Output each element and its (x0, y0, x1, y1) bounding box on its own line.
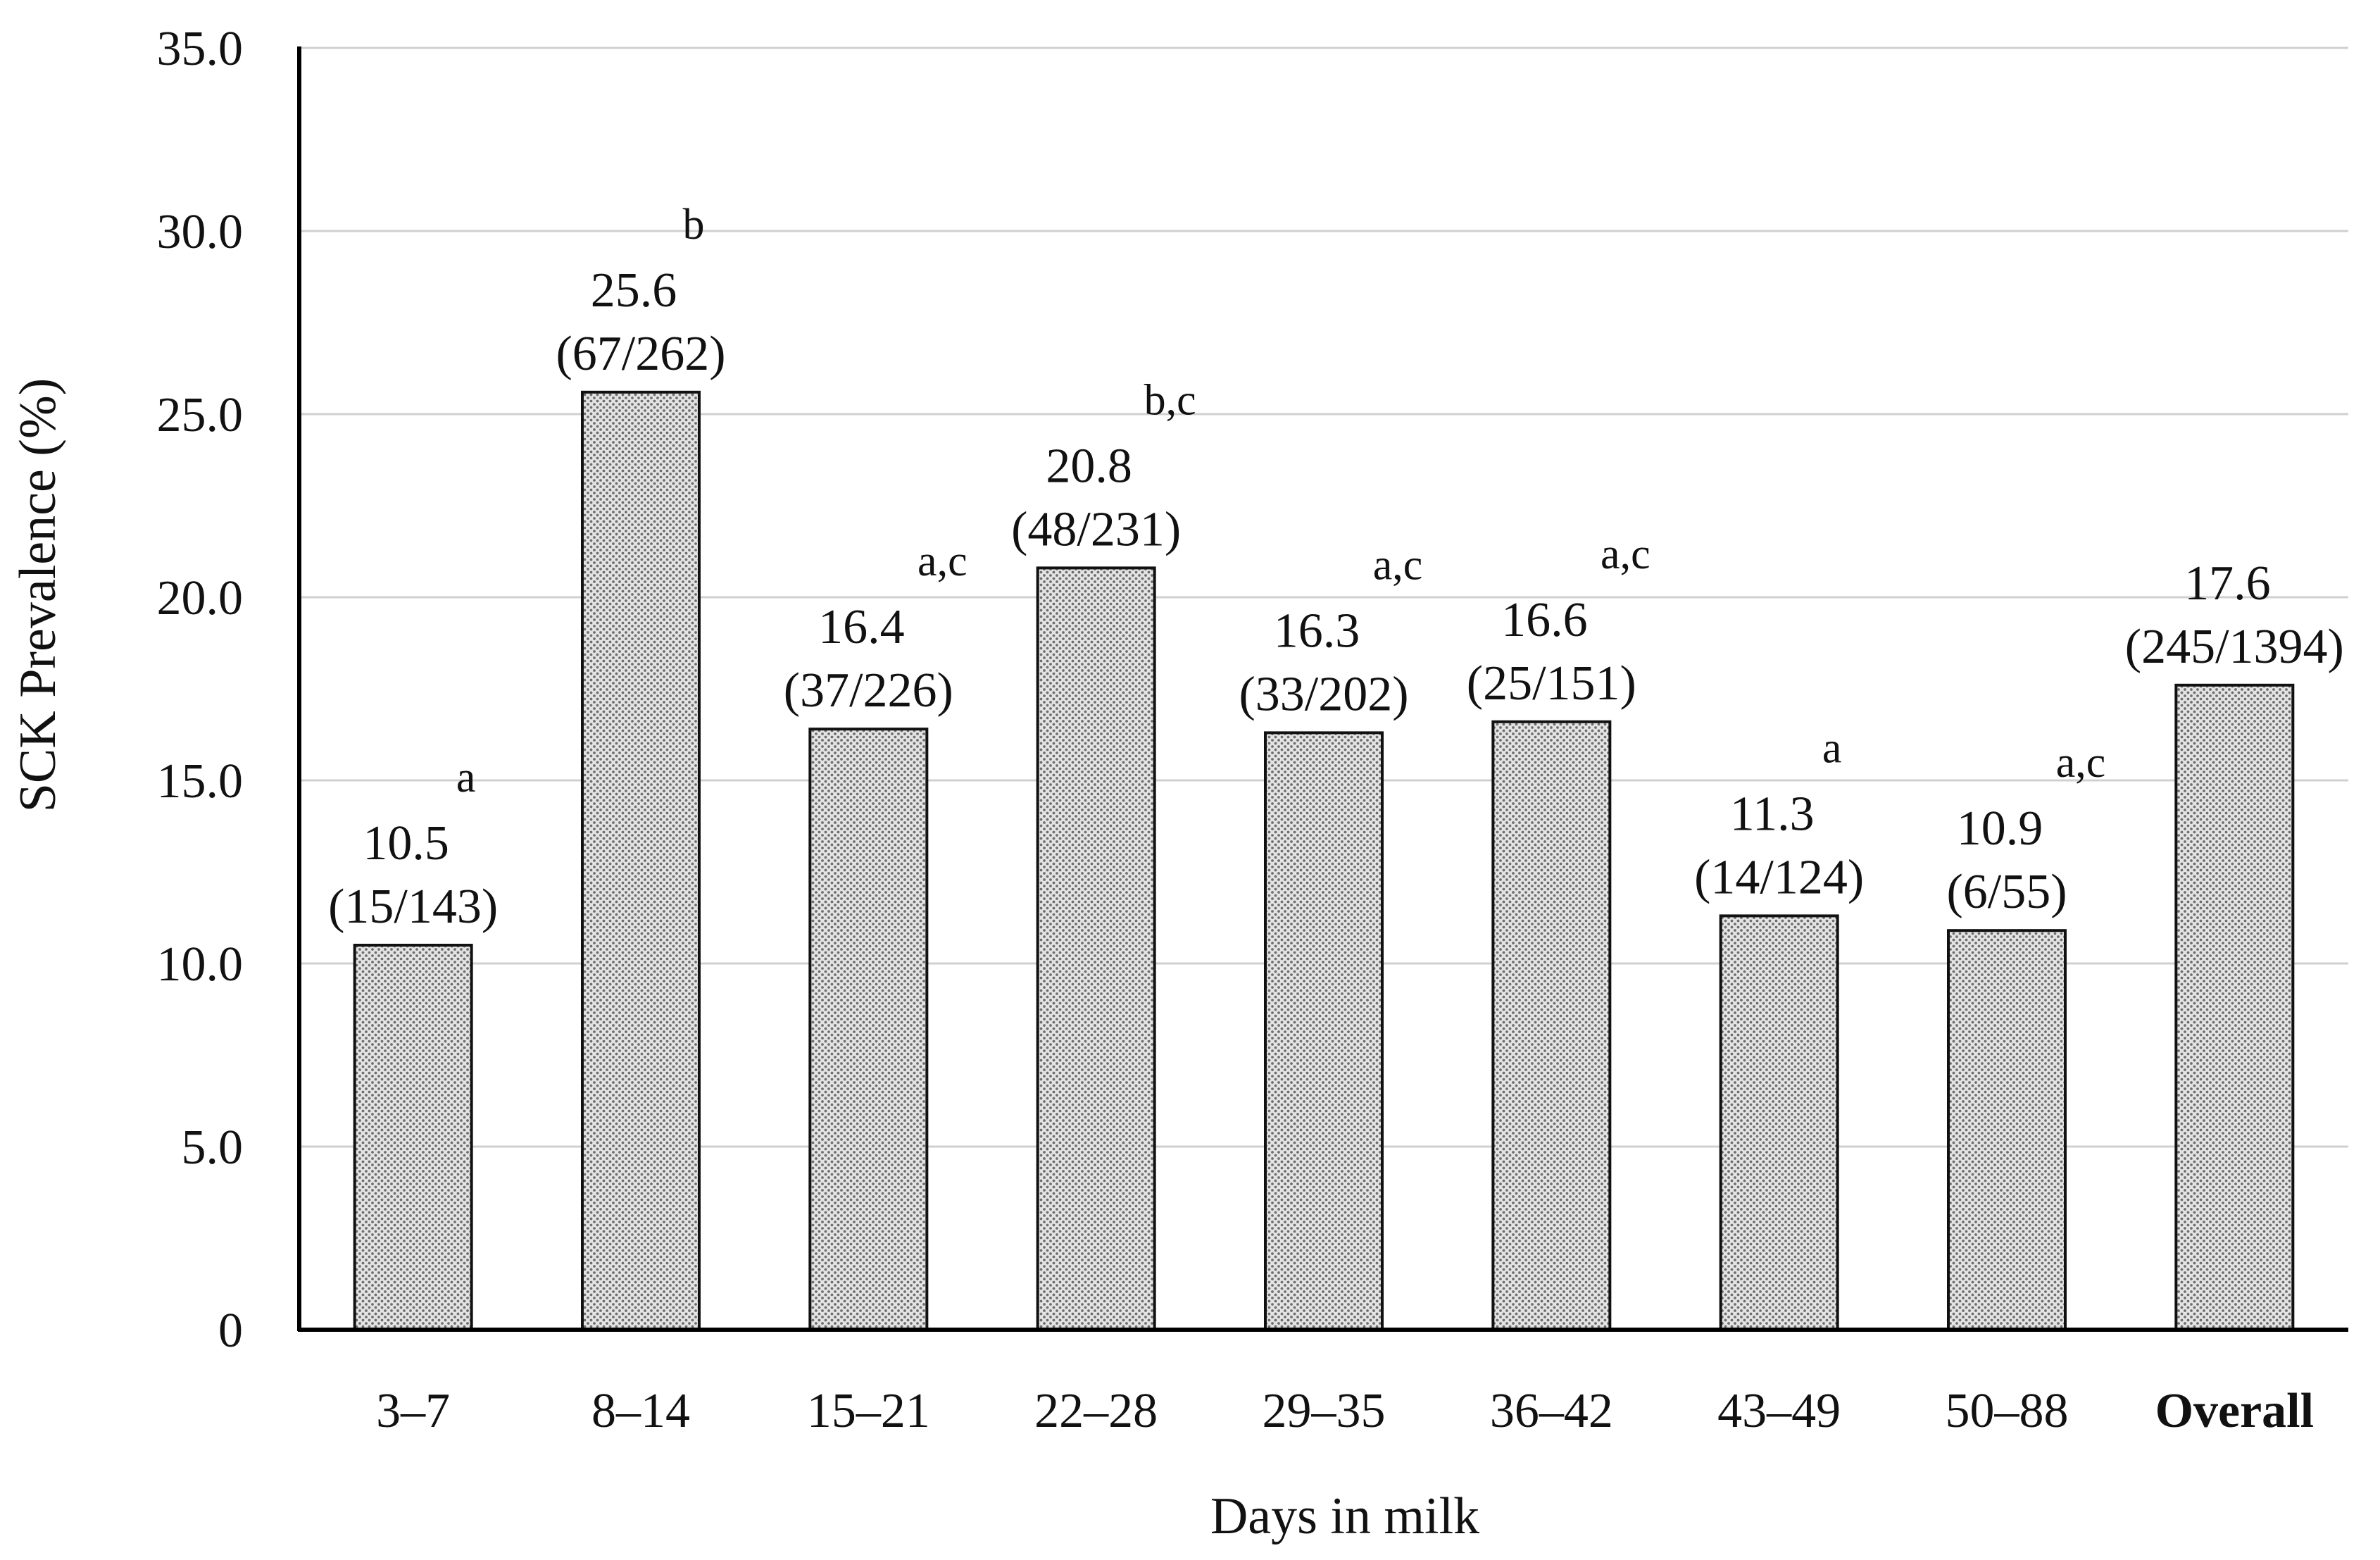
y-axis-title: SCK Prevalence (%) (9, 378, 67, 812)
bar (1947, 929, 2067, 1331)
count-label: (25/151) (1467, 656, 1636, 711)
significance-label: a,c (1373, 541, 1423, 589)
y-tick-label: 5.0 (182, 1121, 244, 1175)
significance-label: a (1822, 724, 1842, 772)
significance-label: a,c (917, 537, 967, 585)
axes (297, 46, 2348, 1332)
x-axis-title: Days in milk (1210, 1487, 1479, 1545)
x-tick-label: 29–35 (1263, 1384, 1386, 1438)
y-tick-label: 15.0 (157, 754, 244, 809)
value-label: 17.6 (2184, 556, 2271, 611)
significance-label: b (683, 201, 705, 249)
count-label: (245/1394) (2125, 620, 2344, 674)
bar (1036, 566, 1156, 1331)
bar (808, 728, 929, 1331)
y-tick-label: 20.0 (157, 571, 244, 625)
value-label: 16.3 (1274, 604, 1360, 658)
bar (581, 390, 701, 1331)
x-tick-label: 43–49 (1717, 1384, 1841, 1438)
bar (353, 944, 473, 1331)
x-tick-label: 15–21 (807, 1384, 930, 1438)
y-tick-labels: 0 5.0 10.0 15.0 20.0 25.0 30.0 35.0 (157, 22, 244, 1358)
value-label: 11.3 (1730, 787, 1815, 841)
significance-label: a,c (2056, 739, 2106, 787)
x-tick-label: 22–28 (1034, 1384, 1158, 1438)
y-tick-label: 35.0 (157, 22, 244, 76)
significance-label: a (456, 754, 476, 801)
count-label: (48/231) (1011, 502, 1181, 556)
value-label: 25.6 (591, 263, 677, 318)
value-label: 20.8 (1046, 439, 1132, 493)
bar (1264, 731, 1384, 1331)
bar (1491, 720, 1612, 1332)
count-label: (37/226) (784, 663, 953, 718)
y-tick-label: 25.0 (157, 388, 244, 442)
count-label: (33/202) (1239, 667, 1408, 721)
x-tick-labels: 3–7 8–14 15–21 22–28 29–35 36–42 43–49 50–88 Ove… (376, 1384, 2314, 1438)
count-label: (14/124) (1694, 850, 1864, 904)
x-tick-label: 3–7 (376, 1384, 450, 1438)
significance-label: a,c (1601, 530, 1651, 578)
y-tick-label: 30.0 (157, 205, 244, 259)
significance-label: b,c (1144, 376, 1196, 424)
value-label: 16.6 (1501, 593, 1588, 647)
count-label: (6/55) (1946, 865, 2067, 919)
value-label: 10.5 (363, 816, 449, 871)
y-tick-label: 10.0 (157, 937, 244, 992)
count-label: (15/143) (328, 880, 498, 934)
data-labels: (15/143)10.5a(67/262)25.6b(37/226)16.4a,… (328, 201, 2344, 934)
y-tick-label: 0 (218, 1304, 243, 1358)
value-label: 10.9 (1957, 801, 2043, 856)
x-tick-label: 8–14 (591, 1384, 690, 1438)
bar (2174, 683, 2295, 1331)
x-tick-label: 36–42 (1490, 1384, 1613, 1438)
value-label: 16.4 (818, 600, 905, 654)
x-tick-label: 50–88 (1946, 1384, 2069, 1438)
x-tick-label: Overall (2155, 1384, 2314, 1438)
bars (353, 390, 2295, 1332)
bar (1719, 914, 1839, 1331)
count-label: (67/262) (556, 327, 725, 381)
